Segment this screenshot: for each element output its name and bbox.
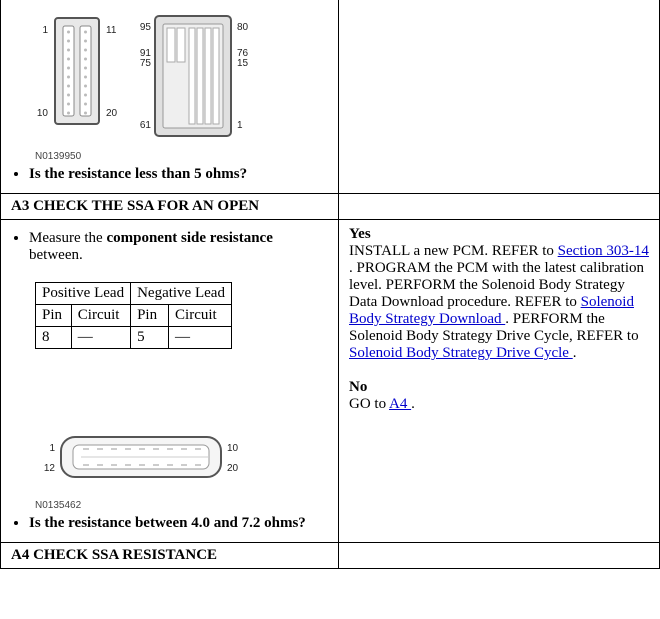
svg-text:20: 20 <box>227 463 239 474</box>
step-a4-title: A4 CHECK SSA RESISTANCE <box>1 543 339 568</box>
svg-text:80: 80 <box>237 22 249 33</box>
step-a3-title: A3 CHECK THE SSA FOR AN OPEN <box>1 194 339 219</box>
svg-text:20: 20 <box>106 108 118 119</box>
pos-lead-header: Positive Lead <box>36 283 131 305</box>
svg-text:10: 10 <box>227 443 239 454</box>
question-a3: Is the resistance between 4.0 and 7.2 oh… <box>29 515 328 532</box>
link-solenoid-drive-cycle[interactable]: Solenoid Body Strategy Drive Cycle <box>349 345 573 361</box>
figure-id-a2: N0139950 <box>35 151 328 162</box>
svg-text:11: 11 <box>106 25 117 36</box>
svg-text:10: 10 <box>37 108 49 119</box>
figure-id-a3: N0135462 <box>35 500 328 511</box>
svg-text:95: 95 <box>140 22 152 33</box>
svg-text:61: 61 <box>140 120 152 131</box>
table-row: 8 — 5 — <box>36 327 232 349</box>
svg-text:1: 1 <box>49 443 55 454</box>
a3-instruction: Measure the component side resistance be… <box>29 230 328 264</box>
yes-body: INSTALL a new PCM. REFER to Section 303-… <box>349 243 649 362</box>
svg-text:75: 75 <box>140 58 152 69</box>
link-section-303-14[interactable]: Section 303-14 <box>558 243 649 259</box>
svg-text:12: 12 <box>44 463 56 474</box>
link-a4[interactable]: A4 <box>389 396 411 412</box>
svg-text:15: 15 <box>237 58 249 69</box>
neg-lead-header: Negative Lead <box>131 283 232 305</box>
svg-text:1: 1 <box>42 25 48 36</box>
connector-diagram-a3: 1 12 10 20 <box>31 429 328 494</box>
svg-text:1: 1 <box>237 120 243 131</box>
lead-table: Positive Lead Negative Lead Pin Circuit … <box>35 282 232 349</box>
no-label: No <box>349 379 649 396</box>
connector-diagram-a2: 1 11 10 20 <box>31 12 328 147</box>
no-body: GO to A4 . <box>349 396 649 413</box>
yes-label: Yes <box>349 226 649 243</box>
question-a2: Is the resistance less than 5 ohms? <box>29 166 328 183</box>
a2-result-cell <box>339 0 659 193</box>
